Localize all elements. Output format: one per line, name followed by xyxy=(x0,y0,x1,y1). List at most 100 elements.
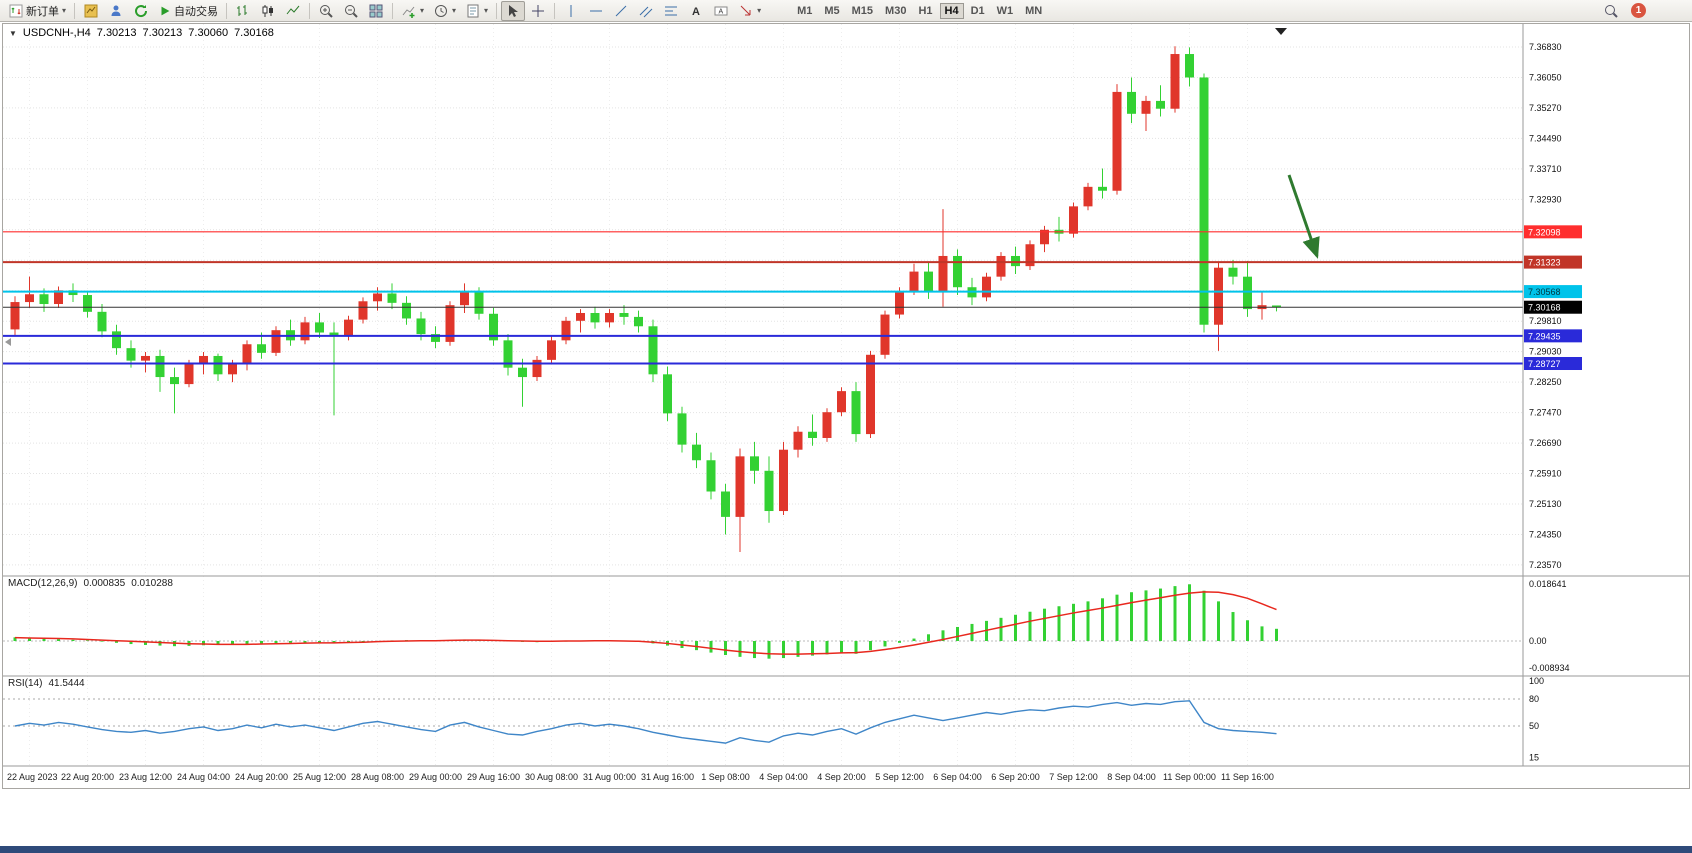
svg-text:29 Aug 16:00: 29 Aug 16:00 xyxy=(467,772,520,782)
timeframe-button-mn[interactable]: MN xyxy=(1025,4,1043,17)
macd-value-signal: 0.010288 xyxy=(131,578,173,589)
timeframe-button-m30[interactable]: M30 xyxy=(885,4,907,17)
notifications-button[interactable]: 1 xyxy=(1631,3,1646,18)
vertical-line-button[interactable] xyxy=(559,1,583,21)
svg-text:7.26690: 7.26690 xyxy=(1529,438,1562,448)
current-price-tag xyxy=(1524,300,1582,314)
svg-text:7.29435: 7.29435 xyxy=(1528,331,1561,341)
caret-down-icon: ▾ xyxy=(452,6,457,15)
cursor-icon xyxy=(509,4,519,17)
caret-down-icon: ▾ xyxy=(484,6,489,15)
market-watch-button[interactable] xyxy=(79,1,103,21)
macd-label: MACD(12,26,9) 0.000835 0.010288 xyxy=(8,578,173,589)
fibonacci-button[interactable] xyxy=(659,1,683,21)
chart-grid xyxy=(3,24,1523,766)
timeframe-button-h4[interactable]: H4 xyxy=(939,2,964,19)
timeframe-button-w1[interactable]: W1 xyxy=(996,4,1014,17)
macd-panel: 0.018641 0.00 -0.008934 xyxy=(3,579,1570,673)
window-bottom-edge xyxy=(0,846,1692,853)
trendline-button[interactable] xyxy=(609,1,633,21)
crosshair-button[interactable] xyxy=(526,1,550,21)
svg-text:7.24350: 7.24350 xyxy=(1529,529,1562,539)
timeframe-button-h1[interactable]: H1 xyxy=(918,4,933,17)
rsi-name: RSI(14) xyxy=(8,678,43,689)
zoom-in-button[interactable] xyxy=(314,1,338,21)
trendline-icon xyxy=(615,5,627,16)
timeframe-button-m5[interactable]: M5 xyxy=(824,4,840,17)
toolbar-separator xyxy=(392,2,394,19)
svg-text:15: 15 xyxy=(1529,753,1539,763)
autotrading-play-icon xyxy=(161,6,170,15)
tile-windows-button[interactable] xyxy=(364,1,388,21)
toolbar-separator xyxy=(74,2,76,19)
chart-shift-marker[interactable] xyxy=(1275,28,1287,35)
bar-chart-button[interactable] xyxy=(231,1,255,21)
cursor-button[interactable] xyxy=(501,0,526,21)
refresh-button[interactable] xyxy=(129,1,153,21)
ohlc-open: 7.30213 xyxy=(96,27,137,39)
svg-text:29 Aug 00:00: 29 Aug 00:00 xyxy=(409,772,462,782)
timeframe-group: M1 M5 M15 M30 H1 H4 D1 W1 MN xyxy=(792,2,1047,19)
timeframe-button-d1[interactable]: D1 xyxy=(970,4,985,17)
rsi-label: RSI(14) 41.5444 xyxy=(8,678,85,689)
zoom-out-button[interactable] xyxy=(339,1,363,21)
macd-name: MACD(12,26,9) xyxy=(8,578,78,589)
ohlc-high: 7.30213 xyxy=(142,27,183,39)
price-tags: 7.32098 7.31323 7.30568 7.29435 7.28727 7.301… xyxy=(1524,225,1582,371)
ohlc-close: 7.30168 xyxy=(234,27,274,39)
time-axis: 22 Aug 2023 22 Aug 20:00 23 Aug 12:00 24 Au… xyxy=(7,772,1274,782)
timeframe-button-m1[interactable]: M1 xyxy=(797,4,813,17)
svg-text:0.00: 0.00 xyxy=(1529,636,1547,646)
timeframe-button-m15[interactable]: M15 xyxy=(851,4,874,17)
fibonacci-icon xyxy=(665,6,678,15)
autotrading-button[interactable]: 自动交易 xyxy=(154,1,222,21)
level-price-tag xyxy=(1524,225,1582,239)
navigator-button[interactable] xyxy=(104,1,128,21)
template-icon xyxy=(467,4,479,17)
line-chart-button[interactable] xyxy=(281,1,305,21)
refresh-icon xyxy=(135,4,148,17)
indicators-button[interactable]: ▾ xyxy=(397,1,428,21)
candlestick-chart-button[interactable] xyxy=(256,1,280,21)
svg-text:28 Aug 08:00: 28 Aug 08:00 xyxy=(351,772,404,782)
svg-text:23 Aug 12:00: 23 Aug 12:00 xyxy=(119,772,172,782)
arrows-button[interactable]: ▾ xyxy=(734,1,765,21)
svg-text:7.30168: 7.30168 xyxy=(1528,303,1561,313)
svg-text:1 Sep 08:00: 1 Sep 08:00 xyxy=(701,772,750,782)
text-label-button[interactable]: A xyxy=(709,1,733,21)
horizontal-levels xyxy=(3,231,1523,365)
equidistant-channel-button[interactable] xyxy=(634,1,658,21)
macd-value-main: 0.000835 xyxy=(83,578,126,589)
svg-text:31 Aug 00:00: 31 Aug 00:00 xyxy=(583,772,636,782)
templates-button[interactable]: ▾ xyxy=(461,1,492,21)
indicators-icon xyxy=(402,6,415,18)
svg-text:7.29810: 7.29810 xyxy=(1529,316,1562,326)
svg-text:30 Aug 08:00: 30 Aug 08:00 xyxy=(525,772,578,782)
text-label-icon: A xyxy=(714,6,728,15)
svg-text:24 Aug 04:00: 24 Aug 04:00 xyxy=(177,772,230,782)
annotation-arrow[interactable] xyxy=(1287,174,1320,259)
svg-text:4 Sep 20:00: 4 Sep 20:00 xyxy=(817,772,866,782)
candlestick-series xyxy=(10,46,1281,553)
svg-text:11 Sep 00:00: 11 Sep 00:00 xyxy=(1163,772,1216,782)
navigator-icon xyxy=(111,5,121,16)
chart-canvas[interactable]: 0.018641 0.00 -0.008934 100 80 50 15 7.36830 7.3… xyxy=(3,24,1689,788)
horizontal-line-icon xyxy=(590,10,603,11)
svg-text:8 Sep 04:00: 8 Sep 04:00 xyxy=(1107,772,1156,782)
autotrading-label: 自动交易 xyxy=(174,5,219,18)
one-click-trading-icon[interactable]: ▼ xyxy=(9,28,17,38)
caret-down-icon: ▾ xyxy=(420,6,425,15)
svg-text:7.27470: 7.27470 xyxy=(1529,408,1562,418)
chart-window: 0.018641 0.00 -0.008934 100 80 50 15 7.36830 7.3… xyxy=(2,23,1690,789)
new-order-button[interactable]: 新订单 ▾ xyxy=(4,1,70,21)
line-chart-icon xyxy=(286,5,300,14)
horizontal-line-button[interactable] xyxy=(584,1,608,21)
svg-text:A: A xyxy=(692,6,700,18)
search-button[interactable] xyxy=(1599,1,1623,21)
new-order-icon xyxy=(9,4,23,17)
zoom-out-icon xyxy=(345,4,358,18)
tile-windows-icon xyxy=(369,4,383,17)
text-button[interactable]: A xyxy=(684,1,708,21)
svg-text:7.34490: 7.34490 xyxy=(1529,133,1562,143)
periods-button[interactable]: ▾ xyxy=(429,1,460,21)
